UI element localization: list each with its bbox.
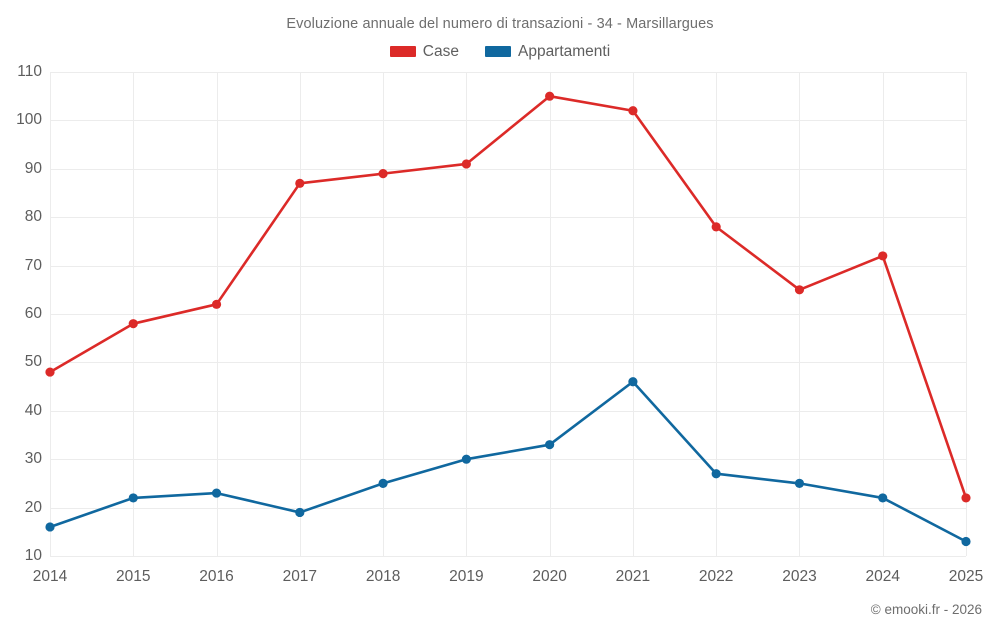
x-axis-tick-label: 2018	[365, 568, 401, 585]
x-axis-tick-label: 2017	[282, 568, 318, 585]
y-axis-tick-label: 10	[24, 547, 42, 564]
grid-line-vertical	[216, 72, 218, 556]
x-axis-tick-label: 2021	[615, 568, 651, 585]
data-point[interactable]	[45, 522, 55, 532]
data-point[interactable]	[961, 493, 971, 503]
data-point[interactable]	[628, 106, 638, 116]
grid-line-horizontal	[50, 459, 966, 461]
grid-line-vertical	[383, 72, 385, 556]
series-appartamenti	[45, 377, 971, 547]
y-axis-tick-label: 110	[17, 63, 42, 80]
grid-line-vertical	[799, 72, 801, 556]
plot-area	[45, 72, 971, 557]
grid-line-horizontal	[50, 314, 966, 315]
x-axis-tick-label: 2020	[532, 568, 567, 585]
copyright-credit: © emooki.fr - 2026	[870, 602, 982, 617]
y-axis-tick-label: 50	[24, 353, 42, 371]
grid-line-vertical	[466, 72, 468, 556]
y-axis-tick-label: 70	[24, 256, 42, 274]
data-point[interactable]	[378, 478, 388, 488]
grid-line-vertical	[50, 72, 51, 556]
grid-line-vertical	[133, 72, 135, 556]
legend-label: Appartamenti	[517, 43, 611, 60]
data-point[interactable]	[211, 488, 222, 498]
data-point[interactable]	[628, 377, 638, 387]
grid-line-vertical	[549, 72, 551, 556]
series-line	[48, 94, 968, 500]
data-point[interactable]	[545, 440, 555, 450]
y-axis-tick-label: 90	[24, 159, 42, 177]
data-point[interactable]	[711, 222, 721, 232]
series-line	[48, 380, 968, 543]
y-axis-tick-label: 60	[24, 305, 42, 322]
grid-line-horizontal	[50, 507, 966, 509]
grid-line-vertical	[716, 72, 718, 556]
data-point[interactable]	[711, 469, 721, 479]
grid-line-horizontal	[50, 120, 966, 122]
legend-swatch-icon	[484, 46, 511, 58]
chart-legend: Case Appartamenti	[0, 44, 1000, 60]
legend-label: Case	[422, 43, 459, 60]
legend-item-case[interactable]: Case	[389, 43, 459, 60]
x-axis-tick-label: 2019	[449, 568, 484, 585]
legend-swatch-icon	[389, 46, 416, 58]
data-point[interactable]	[461, 454, 471, 464]
x-axis-tick-label: 2014	[32, 568, 68, 585]
legend-item-appartamenti[interactable]: Appartamenti	[484, 43, 611, 60]
grid-line-horizontal	[50, 362, 966, 364]
grid-line-horizontal	[50, 168, 966, 170]
y-axis-tick-label: 80	[24, 208, 42, 226]
data-point[interactable]	[211, 299, 222, 309]
grid-line-vertical	[632, 72, 634, 556]
data-point[interactable]	[45, 367, 55, 377]
x-axis-tick-label: 2015	[116, 568, 151, 585]
y-axis-tick-label: 100	[16, 111, 42, 129]
data-point[interactable]	[295, 507, 305, 518]
series-lines	[45, 91, 971, 547]
y-axis-tick-label: 30	[24, 450, 42, 468]
x-axis-tick-label: 2025	[948, 568, 984, 585]
data-point[interactable]	[961, 536, 971, 547]
grid-line-horizontal	[50, 217, 966, 219]
y-axis-tick-label: 20	[24, 498, 42, 516]
data-point[interactable]	[878, 251, 888, 261]
data-point[interactable]	[378, 169, 388, 179]
x-axis-tick-label: 2023	[782, 568, 817, 585]
grid-line-horizontal	[50, 556, 966, 557]
data-point[interactable]	[128, 319, 138, 329]
x-axis-tick-label: 2022	[698, 568, 734, 585]
grid-line-vertical	[882, 72, 884, 556]
chart-title: Evoluzione annuale del numero di transaz…	[286, 16, 714, 32]
y-axis-tick-label: 40	[24, 401, 42, 419]
series-case	[45, 91, 971, 503]
x-axis-tick-label: 2016	[199, 568, 234, 585]
data-point[interactable]	[878, 493, 888, 503]
data-point[interactable]	[794, 478, 805, 488]
grid-line-horizontal	[50, 265, 966, 267]
data-point[interactable]	[545, 91, 555, 101]
grid-line-vertical	[299, 72, 301, 556]
data-point[interactable]	[128, 493, 138, 503]
grid-line-vertical	[966, 72, 967, 556]
x-axis-tick-label: 2024	[865, 568, 900, 585]
data-point[interactable]	[461, 159, 471, 169]
data-point[interactable]	[295, 178, 305, 188]
data-point[interactable]	[794, 285, 805, 295]
grid-line-horizontal	[50, 410, 966, 412]
grid-line-horizontal	[50, 72, 966, 73]
